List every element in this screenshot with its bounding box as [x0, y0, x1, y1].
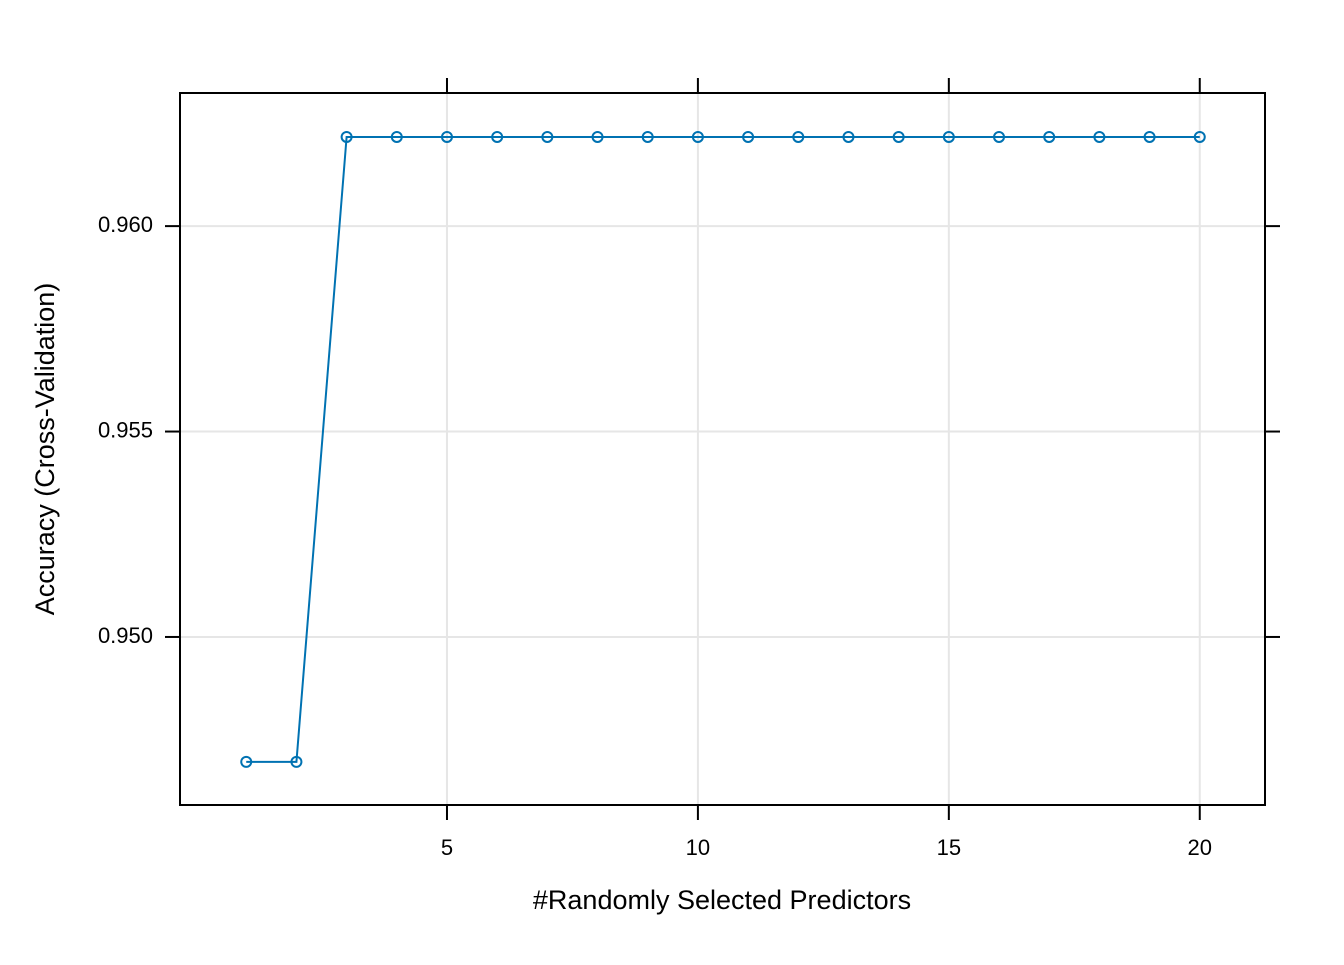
- point: [1093, 130, 1106, 143]
- point: [390, 130, 403, 143]
- y-tick-label: 0.950: [98, 623, 153, 648]
- point: [792, 130, 805, 143]
- point: [290, 755, 303, 768]
- line: [246, 135, 1200, 763]
- point: [591, 130, 604, 143]
- point: [691, 130, 704, 143]
- point: [1193, 130, 1206, 143]
- point: [541, 130, 554, 143]
- x-tick-label: 5: [441, 835, 453, 860]
- point: [240, 755, 253, 768]
- plot-frame: [179, 92, 1266, 806]
- point: [641, 130, 654, 143]
- x-tick-label: 10: [686, 835, 710, 860]
- point: [842, 130, 855, 143]
- point: [942, 130, 955, 143]
- point: [742, 130, 755, 143]
- y-tick-label: 0.960: [98, 212, 153, 237]
- point: [892, 130, 905, 143]
- point: [993, 130, 1006, 143]
- x-tick-label: 15: [937, 835, 961, 860]
- point: [1143, 130, 1156, 143]
- x-axis-label: #Randomly Selected Predictors: [533, 885, 911, 915]
- y-tick-label: 0.955: [98, 417, 153, 442]
- point: [440, 130, 453, 143]
- point: [491, 130, 504, 143]
- point: [1043, 130, 1056, 143]
- x-tick-label: 20: [1188, 835, 1212, 860]
- point: [340, 130, 353, 143]
- y-axis-label: Accuracy (Cross-Validation): [30, 283, 60, 616]
